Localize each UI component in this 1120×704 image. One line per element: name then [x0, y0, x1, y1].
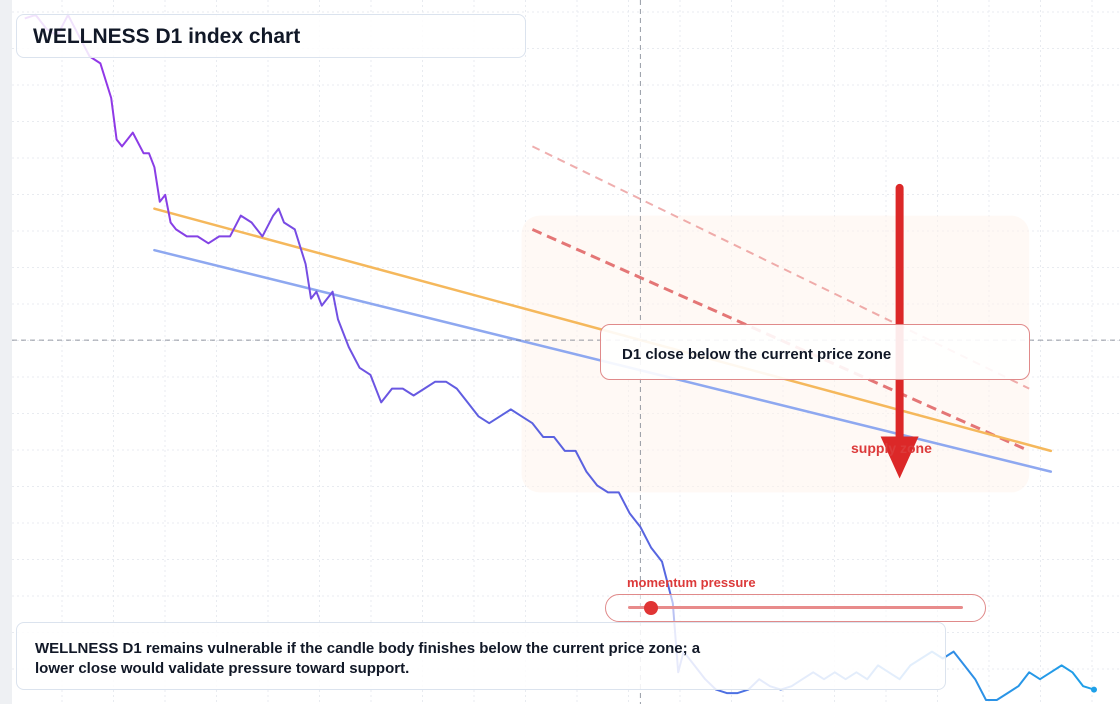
- momentum-knob: [644, 601, 659, 615]
- note-text: WELLNESS D1 remains vulnerable if the ca…: [35, 640, 701, 677]
- momentum-label: momentum pressure: [627, 575, 756, 590]
- note-card: WELLNESS D1 remains vulnerable if the ca…: [16, 622, 946, 690]
- chart-title: WELLNESS D1 index chart: [33, 25, 301, 48]
- supply-zone-label: supply zone: [851, 440, 932, 456]
- callout-box: D1 close below the current price zone: [600, 324, 1030, 380]
- momentum-track: [628, 606, 963, 609]
- title-card: WELLNESS D1 index chart: [16, 14, 526, 58]
- price-last-point: [1091, 686, 1097, 693]
- supply-zone-line: [531, 228, 1030, 453]
- bearish-arrow-head: [880, 436, 919, 479]
- left-margin: [0, 0, 12, 704]
- callout-text: D1 close below the current price zone: [622, 346, 892, 363]
- momentum-meter: [605, 594, 986, 622]
